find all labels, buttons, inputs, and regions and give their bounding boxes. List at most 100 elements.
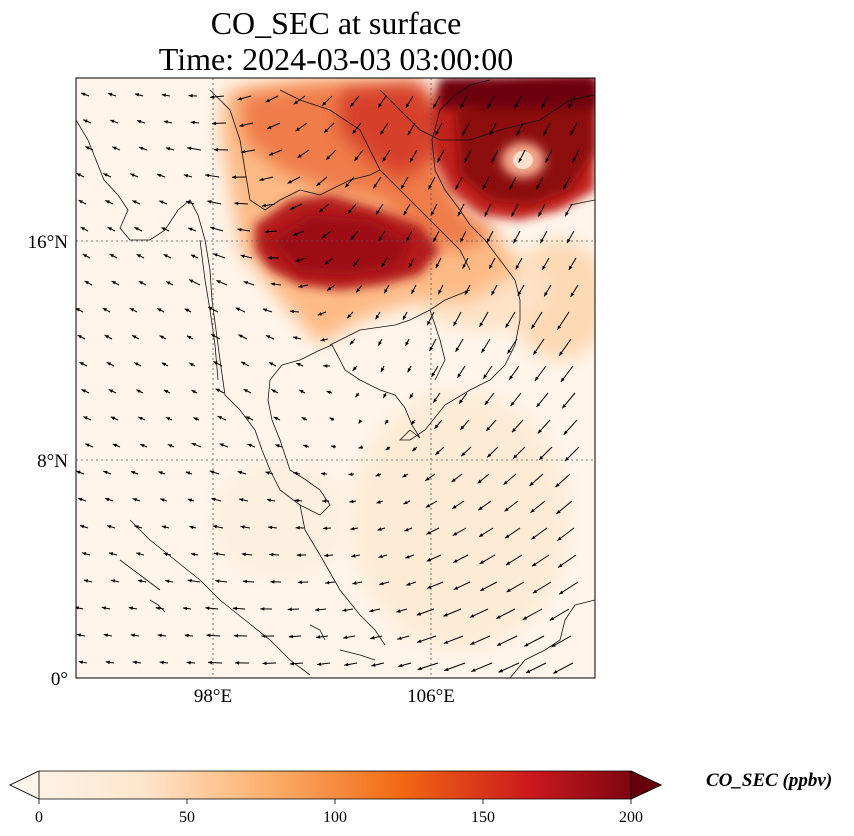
wind-vector-head <box>84 281 89 285</box>
wind-vector-head <box>509 375 513 380</box>
wind-vector-head <box>438 289 442 295</box>
wind-vector-head <box>459 399 463 404</box>
wind-vector-head <box>270 282 275 286</box>
wind-vector-head <box>105 660 110 665</box>
wind-vector-head <box>429 346 434 352</box>
wind-vector-head <box>509 185 514 190</box>
wind-vector-head <box>455 185 460 190</box>
wind-vector-head <box>568 104 573 109</box>
wind-vector-head <box>326 390 331 395</box>
wind-vector-head <box>134 93 140 97</box>
wind-vector-head <box>409 394 414 399</box>
wind-vector-head <box>239 123 244 127</box>
wind-vector-head <box>237 227 242 232</box>
wind-vector-head <box>377 527 382 531</box>
wind-vector-head <box>219 443 224 447</box>
wind-vector-head <box>188 279 194 283</box>
wind-vector-head <box>464 290 469 295</box>
wind-vector-head <box>77 335 82 339</box>
wind-vector-head <box>461 452 466 457</box>
wind-vector-head <box>189 362 194 367</box>
wind-vector-head <box>187 578 192 583</box>
wind-vector-head <box>453 586 459 590</box>
wind-vector-head <box>134 525 139 529</box>
wind-vector-head <box>316 181 321 186</box>
wind-vector-head <box>128 606 134 610</box>
wind-vector-head <box>435 263 440 269</box>
wind-vector-head <box>163 389 169 394</box>
wind-vector-head <box>398 663 403 668</box>
wind-vector-head <box>269 552 274 557</box>
wind-vector-head <box>370 635 375 640</box>
wind-vector-head <box>112 443 118 448</box>
wind-vector-head <box>330 445 336 449</box>
wind-vector-head <box>112 146 117 151</box>
wind-vector-head <box>408 263 413 268</box>
wind-vector-head <box>232 175 237 179</box>
wind-vector-head <box>76 308 80 312</box>
colorbar: 0 50 100 150 200 <box>9 770 662 826</box>
wind-vector-head <box>479 560 484 564</box>
wind-vector-head <box>81 552 87 556</box>
wind-vector-head <box>483 374 488 379</box>
colorbar-tick-100: 100 <box>323 809 347 826</box>
wind-vector-head <box>350 235 355 241</box>
wind-vector-head <box>105 497 110 502</box>
wind-vector-head <box>381 262 386 268</box>
wind-vector-head <box>491 158 496 163</box>
wind-vector-head <box>102 308 107 312</box>
wind-vector-head <box>301 417 306 421</box>
wind-vector-head <box>76 606 80 610</box>
wind-vector-head <box>260 607 265 611</box>
wind-vector-head <box>184 308 190 313</box>
wind-vector-head <box>161 362 167 367</box>
colorbar-tick-0: 0 <box>35 809 43 826</box>
wind-vector-head <box>163 120 169 124</box>
wind-vector-head <box>76 633 82 637</box>
wind-vector-head <box>403 210 408 216</box>
wind-vector-head <box>103 633 108 637</box>
wind-vector-head <box>110 579 116 583</box>
wind-vector-head <box>460 237 464 243</box>
wind-vector-head <box>317 311 323 316</box>
wind-vector-head <box>130 173 135 177</box>
wind-vector-head <box>243 389 248 393</box>
wind-vector-head <box>139 146 144 151</box>
wind-vector-head <box>378 103 382 108</box>
wind-vector-head <box>137 579 143 583</box>
wind-vector-head <box>453 321 457 327</box>
wind-vector-head <box>235 661 240 665</box>
wind-vector-head <box>134 227 139 231</box>
wind-vector-head <box>540 238 544 244</box>
wind-vector-head <box>299 389 304 394</box>
wind-vector-head <box>210 334 216 338</box>
wind-vector-head <box>82 254 87 258</box>
wind-vector-head <box>486 238 491 243</box>
wind-vector-head <box>412 447 417 452</box>
wind-vector-head <box>184 633 189 638</box>
wind-vector-head <box>405 103 410 108</box>
wind-vector-head <box>261 634 266 638</box>
wind-vector-head <box>553 669 558 674</box>
wind-vector-head <box>505 534 510 539</box>
wind-vector-head <box>505 561 511 566</box>
wind-vector-head <box>241 149 246 154</box>
wind-vector-head <box>427 585 432 589</box>
wind-vector-head <box>83 119 88 123</box>
wind-vector-head <box>191 552 196 557</box>
wind-vector-head <box>317 662 322 666</box>
wind-vector-head <box>351 554 356 558</box>
wind-vector-head <box>345 183 350 188</box>
wind-vector-head <box>140 444 145 448</box>
wind-vector-head <box>293 100 299 105</box>
wind-vector-head <box>132 498 138 502</box>
wind-vector-head <box>402 315 407 320</box>
wind-vector-head <box>559 351 563 356</box>
wind-vector-head <box>262 308 268 312</box>
wind-vector-head <box>264 229 269 234</box>
wind-vector-head <box>559 590 564 595</box>
wind-vector-head <box>434 424 439 429</box>
wind-vector-head <box>380 367 385 372</box>
wind-vector-head <box>159 660 164 665</box>
wind-vector-head <box>358 419 363 424</box>
